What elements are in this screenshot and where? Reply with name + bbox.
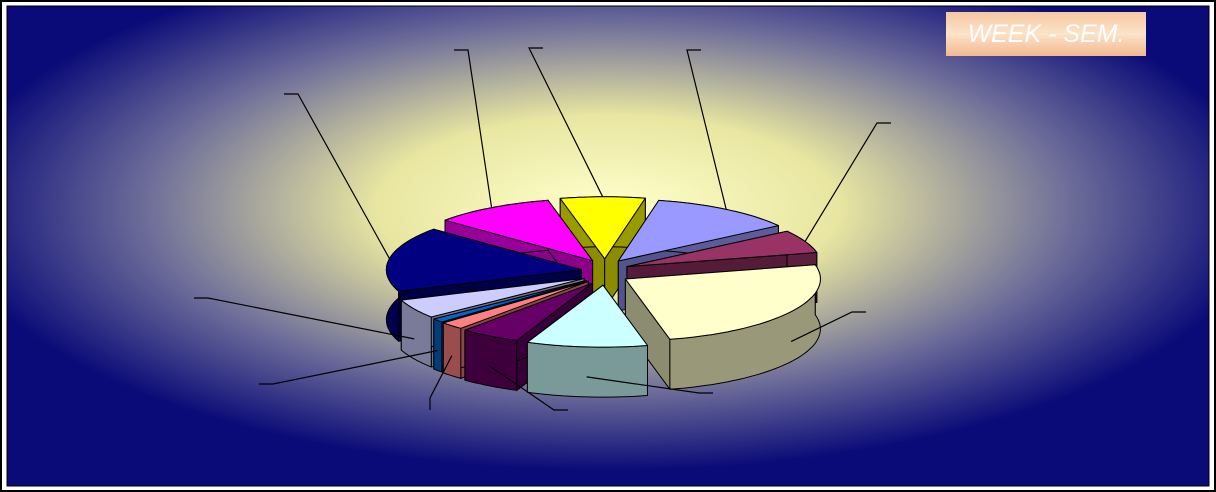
slice-top <box>400 278 585 318</box>
badge: WEEK - SEM. <box>946 12 1146 56</box>
leader-line <box>528 47 604 198</box>
slice <box>624 264 821 390</box>
leader-line <box>259 349 438 385</box>
slice-top <box>442 280 589 329</box>
leader-line <box>489 365 568 411</box>
slice-top <box>624 264 821 340</box>
leader-line <box>804 122 891 242</box>
leader-line <box>284 93 391 259</box>
slice-wall <box>526 341 648 398</box>
leader-line <box>686 49 727 210</box>
slice-wall <box>433 318 443 373</box>
slice-top <box>464 282 593 341</box>
slice-top <box>526 284 648 348</box>
slice-wall <box>442 322 462 379</box>
leader-line <box>429 355 453 410</box>
leader-line <box>586 376 713 394</box>
leader-line <box>790 311 866 343</box>
leader-line <box>454 49 493 208</box>
slice-top <box>433 280 588 323</box>
leader-line <box>194 297 415 340</box>
slice <box>526 284 648 398</box>
